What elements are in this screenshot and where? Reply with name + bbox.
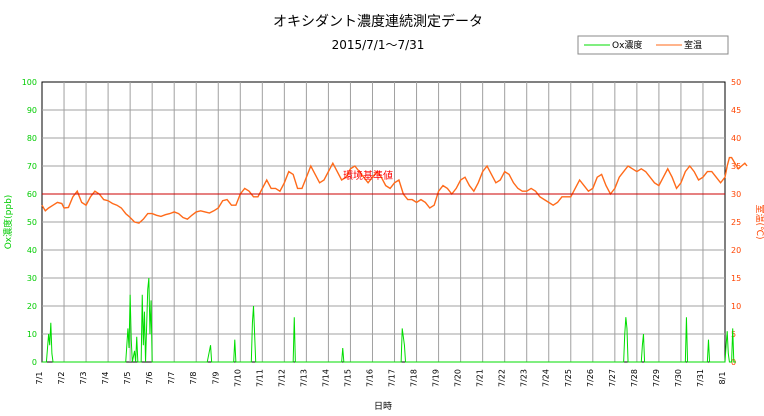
x-tick-label: 8/1 (718, 372, 727, 385)
x-tick-label: 7/6 (145, 372, 154, 385)
x-tick-label: 7/18 (410, 369, 419, 387)
right-tick-label: 25 (731, 218, 741, 227)
temperature-line (41, 156, 748, 224)
x-axis-ticks: 7/1 7/2 7/3 7/4 7/5 7/6 7/7 7/8 7/9 7/10 7/11 7/12 7… (35, 369, 727, 387)
left-tick-label: 90 (27, 106, 37, 115)
x-tick-label: 7/22 (498, 369, 507, 387)
x-tick-label: 7/4 (101, 372, 110, 385)
x-tick-label: 7/26 (586, 369, 595, 387)
x-tick-label: 7/14 (321, 369, 330, 387)
legend-temp-label: 室温 (684, 39, 702, 51)
left-axis-ticks: 0 10 20 30 40 50 60 70 80 90 100 (22, 78, 37, 367)
ox-concentration-line (42, 277, 737, 363)
x-tick-label: 7/19 (432, 369, 441, 387)
y-axis-label-right: 室温(℃) (754, 204, 764, 239)
x-tick-label: 7/20 (454, 369, 463, 387)
x-tick-label: 7/27 (608, 369, 617, 387)
x-tick-label: 7/12 (277, 369, 286, 387)
right-tick-label: 30 (731, 190, 741, 199)
threshold-label: 環境基準値 (343, 169, 393, 182)
x-axis-label: 日時 (374, 401, 392, 412)
right-tick-label: 10 (731, 302, 741, 311)
right-tick-label: 5 (731, 330, 736, 339)
left-tick-label: 40 (27, 246, 37, 255)
x-tick-label: 7/25 (564, 369, 573, 387)
x-tick-label: 7/24 (542, 369, 551, 387)
legend: Ox濃度 室温 (577, 35, 729, 55)
x-tick-label: 7/5 (123, 372, 132, 385)
series-group (41, 156, 748, 363)
x-tick-label: 7/9 (211, 372, 220, 385)
left-tick-label: 20 (27, 302, 37, 311)
grid (42, 82, 725, 362)
left-tick-label: 0 (32, 358, 37, 367)
legend-box (577, 35, 729, 55)
left-tick-label: 100 (22, 78, 37, 87)
x-tick-label: 7/2 (57, 372, 66, 385)
x-tick-label: 7/3 (79, 372, 88, 385)
x-tick-label: 7/15 (343, 369, 352, 387)
x-tick-label: 7/31 (696, 369, 705, 387)
left-tick-label: 50 (27, 218, 37, 227)
right-tick-label: 20 (731, 246, 741, 255)
x-tick-label: 7/13 (299, 369, 308, 387)
x-tick-label: 7/11 (255, 369, 264, 387)
x-tick-label: 7/29 (652, 369, 661, 387)
left-tick-label: 60 (27, 190, 37, 199)
right-tick-label: 15 (731, 274, 741, 283)
x-tick-label: 7/7 (167, 372, 176, 385)
x-tick-label: 7/8 (189, 372, 198, 385)
right-tick-label: 40 (731, 134, 741, 143)
chart-title: オキシダント濃度連続測定データ (273, 13, 483, 30)
y-axis-label-left: Ox濃度(ppb) (2, 195, 14, 250)
left-tick-label: 80 (27, 134, 37, 143)
chart-subtitle: 2015/7/1～7/31 (332, 38, 425, 52)
legend-ox-label: Ox濃度 (612, 39, 642, 51)
left-tick-label: 70 (27, 162, 37, 171)
x-tick-label: 7/21 (476, 369, 485, 387)
x-tick-label: 7/23 (520, 369, 529, 387)
x-tick-label: 7/10 (233, 369, 242, 387)
right-tick-label: 45 (731, 106, 741, 115)
x-tick-label: 7/1 (35, 372, 44, 385)
x-tick-label: 7/30 (674, 369, 683, 387)
right-tick-label: 50 (731, 78, 741, 87)
left-tick-label: 30 (27, 274, 37, 283)
x-tick-label: 7/28 (630, 369, 639, 387)
x-tick-label: 7/16 (365, 369, 374, 387)
left-tick-label: 10 (27, 330, 37, 339)
x-tick-label: 7/17 (388, 369, 397, 387)
